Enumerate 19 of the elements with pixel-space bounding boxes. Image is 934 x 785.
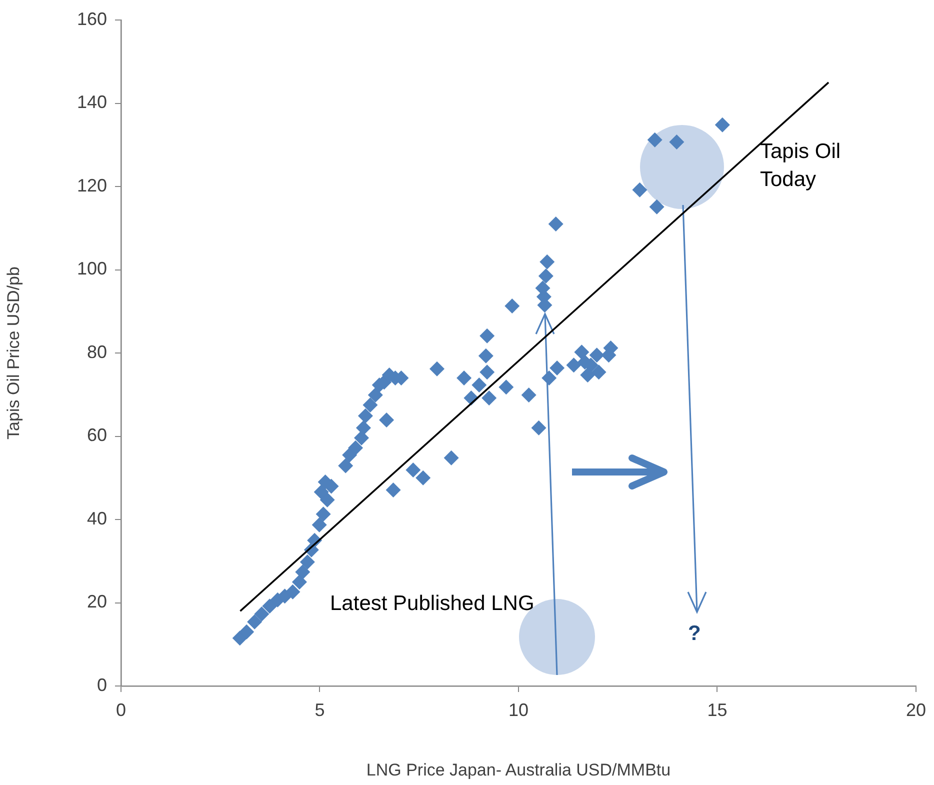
y-tick-label: 80 bbox=[86, 342, 107, 362]
annotation: Latest Published LNG bbox=[330, 591, 536, 617]
y-tick-label: 140 bbox=[76, 92, 107, 112]
y-tick-label: 100 bbox=[76, 258, 107, 279]
y-tick-label: 120 bbox=[76, 175, 107, 196]
x-tick-label: 0 bbox=[116, 700, 126, 720]
y-tick-label: 0 bbox=[96, 674, 107, 695]
annotation: Tapis Oil Today bbox=[760, 139, 842, 193]
x-tick-label: 15 bbox=[707, 700, 728, 720]
x-tick-label: 10 bbox=[508, 700, 529, 720]
x-tick-label: 20 bbox=[906, 700, 926, 720]
y-tick-label: 160 bbox=[76, 8, 107, 29]
y-tick-label: 20 bbox=[86, 592, 107, 612]
y-tick-label: 40 bbox=[86, 508, 107, 528]
y-tick-label: 60 bbox=[86, 425, 107, 446]
annotation: ? bbox=[688, 621, 702, 647]
x-axis-title: LNG Price Japan- Australia USD/MMBtu bbox=[366, 760, 671, 780]
x-tick-label: 5 bbox=[314, 700, 325, 720]
y-axis-title: Tapis Oil Price USD/pb bbox=[4, 266, 23, 440]
